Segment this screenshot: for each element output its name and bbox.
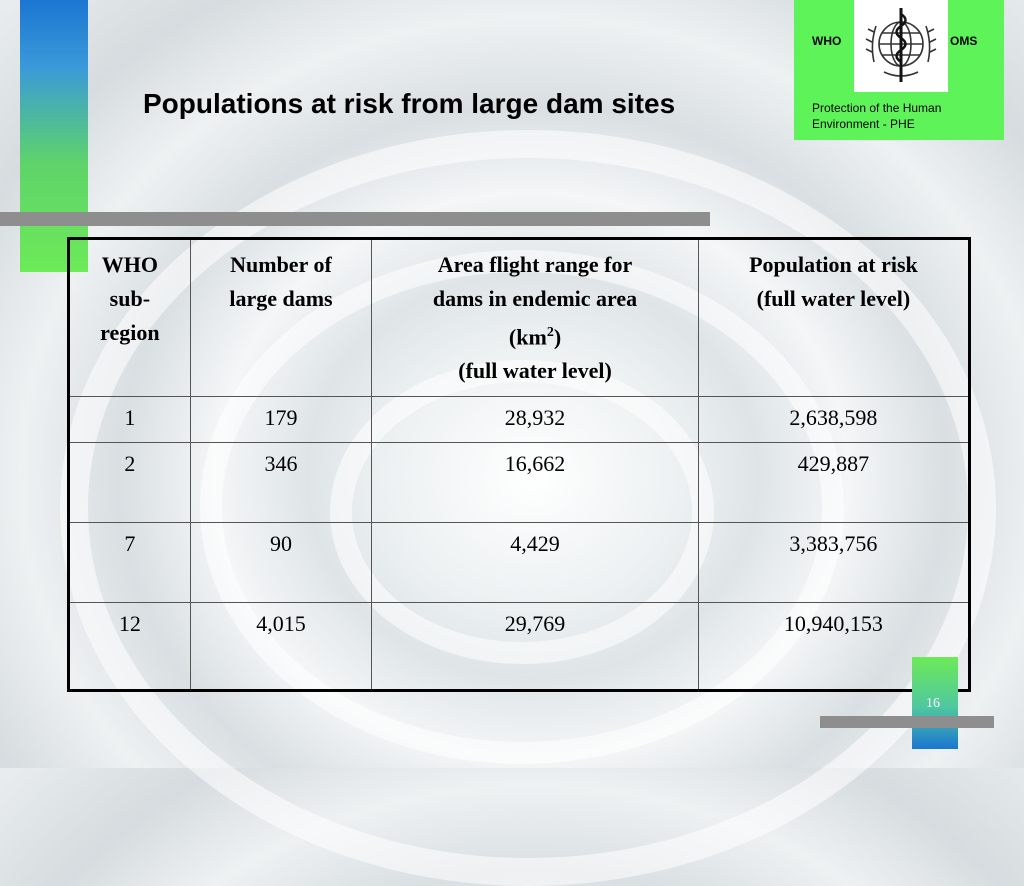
who-caption: Protection of the Human Environment - PH… bbox=[812, 100, 941, 132]
table-row: 12 4,015 29,769 10,940,153 bbox=[68, 602, 971, 692]
cell-area: 16,662 bbox=[371, 442, 699, 524]
title-divider-bar bbox=[0, 212, 710, 226]
header-line: sub- bbox=[109, 286, 151, 311]
header-line: Number of bbox=[230, 252, 332, 277]
cell-population: 2,638,598 bbox=[697, 396, 971, 444]
slide-title: Populations at risk from large dam sites bbox=[143, 88, 676, 119]
header-population-at-risk: Population at risk (full water level) bbox=[697, 237, 971, 398]
table-header-row: WHO sub- region Number of large dams Are… bbox=[68, 237, 971, 398]
unit-text: (km bbox=[508, 324, 547, 350]
table-row: 7 90 4,429 3,383,756 bbox=[68, 522, 971, 604]
header-line: region bbox=[100, 320, 160, 345]
cell-region: 7 bbox=[68, 522, 191, 604]
page-number: 16 bbox=[926, 696, 940, 711]
dam-risk-table: WHO sub- region Number of large dams Are… bbox=[67, 237, 971, 693]
cell-population: 429,887 bbox=[697, 442, 971, 524]
header-line: WHO bbox=[101, 252, 158, 277]
cell-dams: 179 bbox=[189, 396, 373, 444]
who-emblem-icon bbox=[865, 8, 937, 82]
cell-region: 1 bbox=[68, 396, 191, 444]
who-label: WHO bbox=[812, 34, 842, 48]
cell-dams: 4,015 bbox=[189, 602, 373, 692]
header-line: (full water level) bbox=[756, 286, 911, 311]
cell-dams: 346 bbox=[189, 442, 373, 524]
table-row: 2 346 16,662 429,887 bbox=[68, 442, 971, 524]
cell-region: 2 bbox=[68, 442, 191, 524]
header-area-flight-range: Area flight range for dams in endemic ar… bbox=[371, 237, 699, 398]
unit-close: ) bbox=[553, 324, 562, 350]
who-caption-line: Environment - PHE bbox=[812, 117, 915, 131]
unit-superscript: 2 bbox=[546, 325, 554, 340]
cell-area: 29,769 bbox=[371, 602, 699, 692]
header-line: (full water level) bbox=[458, 358, 612, 384]
cell-region: 12 bbox=[68, 602, 191, 692]
oms-label: OMS bbox=[950, 34, 978, 48]
header-number-of-dams: Number of large dams bbox=[189, 237, 373, 398]
who-caption-line: Protection of the Human bbox=[812, 101, 942, 115]
header-line: Population at risk bbox=[749, 252, 918, 277]
cell-population: 3,383,756 bbox=[697, 522, 971, 604]
cell-area: 28,932 bbox=[371, 396, 699, 444]
header-line: (km2) bbox=[378, 316, 692, 354]
table-row: 1 179 28,932 2,638,598 bbox=[68, 396, 971, 444]
header-who-subregion: WHO sub- region bbox=[68, 237, 191, 398]
cell-area: 4,429 bbox=[371, 522, 699, 604]
bottom-right-gray-bar bbox=[820, 716, 994, 728]
header-line: Area flight range for bbox=[437, 252, 633, 277]
cell-dams: 90 bbox=[189, 522, 373, 604]
who-logo-panel: WHO OMS Protection of the Human Environm… bbox=[794, 0, 1004, 140]
header-line: large dams bbox=[229, 286, 333, 311]
header-line: dams in endemic area bbox=[432, 286, 638, 311]
bottom-right-accent-bar bbox=[912, 657, 958, 749]
left-accent-bar bbox=[20, 0, 88, 272]
who-emblem bbox=[854, 0, 948, 92]
